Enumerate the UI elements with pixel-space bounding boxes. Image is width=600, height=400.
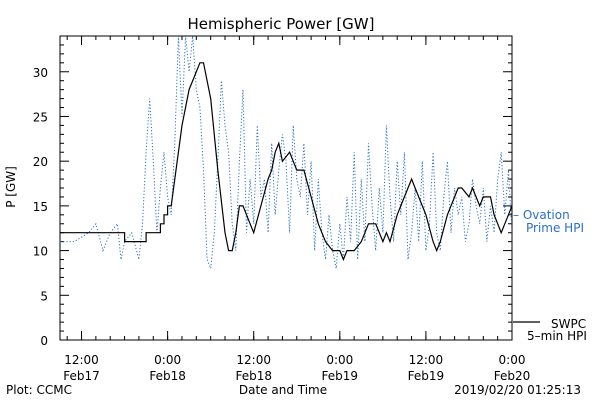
x-tick-label-date: Feb17 — [63, 369, 100, 383]
x-tick-label-date: Feb19 — [322, 369, 359, 383]
x-tick-label-date: Feb20 — [494, 369, 531, 383]
y-tick-label: 0 — [40, 334, 48, 348]
plot-credit: Plot: CCMC — [6, 383, 72, 397]
x-tick-label-time: 12:00 — [409, 353, 444, 367]
plot-area: 12:00 Feb17 0:00 Feb18 12:00 Feb18 0:00 Feb19 12… — [33, 35, 531, 383]
legend-ovation-line1: – Ovation — [513, 208, 570, 222]
x-tick-label-time: 0:00 — [499, 353, 526, 367]
ovation-prime-hpi-line — [60, 36, 512, 269]
legend-ovation-line2: Prime HPI — [526, 221, 584, 235]
x-tick-label-time: 12:00 — [236, 353, 271, 367]
swpc-hpi-line — [60, 62, 512, 262]
y-tick-label: 5 — [40, 289, 48, 303]
y-axis-label: P [GW] — [4, 166, 18, 208]
plot-timestamp: 2019/02/20 01:25:13 — [454, 383, 581, 397]
legend-swpc-line1: SWPC — [551, 317, 586, 331]
y-tick-label: 25 — [33, 110, 48, 124]
y-tick-label: 10 — [33, 245, 48, 259]
y-tick-label: 20 — [33, 155, 48, 169]
chart-title: Hemispheric Power [GW] — [188, 15, 375, 33]
x-axis-label: Date and Time — [239, 383, 327, 397]
y-tick-label: 15 — [33, 200, 48, 214]
x-tick-label-date: Feb18 — [149, 369, 186, 383]
x-tick-label-date: Feb18 — [235, 369, 272, 383]
x-tick-label-time: 12:00 — [64, 353, 99, 367]
x-tick-label-date: Feb19 — [408, 369, 445, 383]
series-group — [60, 36, 512, 269]
y-tick-label: 30 — [33, 66, 48, 80]
x-tick-label-time: 0:00 — [154, 353, 181, 367]
legend-swpc-line2: 5–min HPI — [527, 329, 587, 343]
x-tick-label-time: 0:00 — [326, 353, 353, 367]
